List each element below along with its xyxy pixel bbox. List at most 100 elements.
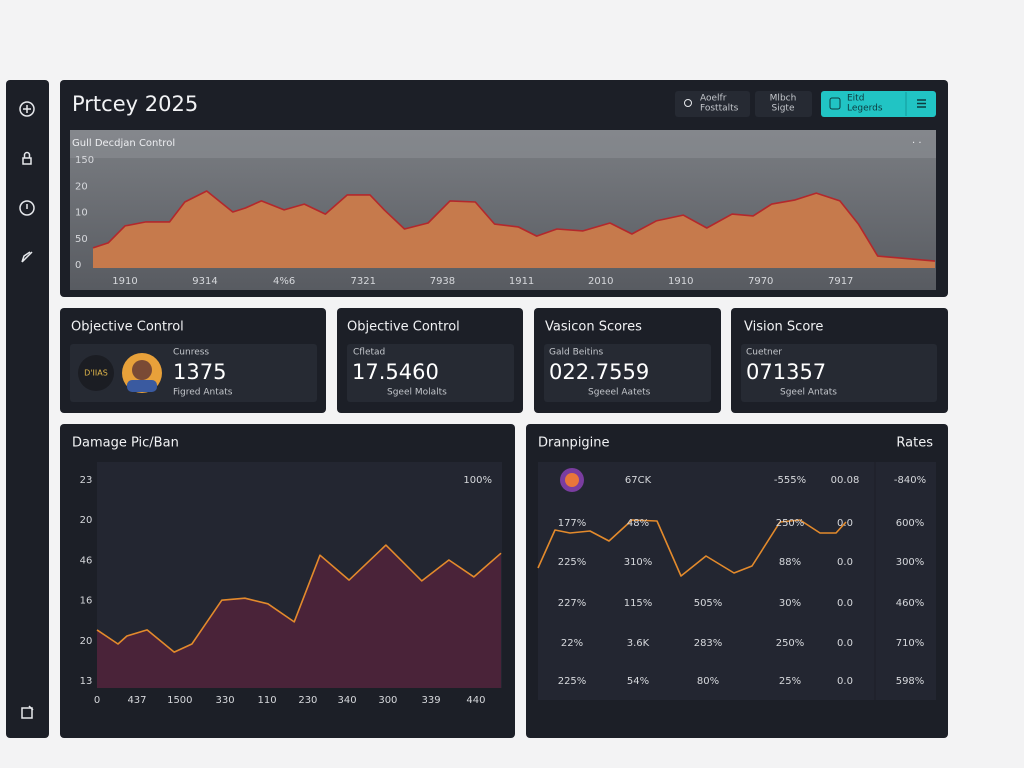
chart-header [70, 130, 936, 158]
x-tick-label: 7321 [351, 276, 376, 287]
x-tick-label: 9314 [192, 276, 217, 287]
button-icon [829, 97, 841, 110]
y-tick-label: 16 [80, 596, 93, 607]
table-title: Dranpigine [538, 436, 610, 451]
card-sublabel: Sgeel Molalts [387, 388, 447, 398]
button-label: Eitd [847, 94, 864, 104]
y-tick-label: 50 [75, 234, 88, 245]
y-tick-label: 20 [75, 181, 88, 192]
y-tick-label: 20 [80, 636, 93, 647]
table-cell: 460% [896, 598, 925, 609]
card-sublabel: Figred Antats [173, 388, 233, 398]
table-cell: 0.0 [837, 598, 853, 609]
y-tick-label: 20 [80, 515, 93, 526]
card-label: Cuetner [746, 348, 782, 358]
x-tick-label: 440 [466, 695, 485, 706]
table-cell: 227% [558, 598, 587, 609]
x-tick-label: 437 [127, 695, 146, 706]
button[interactable] [755, 91, 812, 117]
table-cell: 310% [624, 557, 653, 568]
table-cell: 0.0 [837, 676, 853, 687]
card-label: Cfletad [353, 348, 385, 358]
line [92, 190, 936, 262]
table-cell: 00.08 [831, 475, 860, 486]
y-tick-label: 46 [80, 555, 93, 566]
table-cell: 505% [694, 598, 723, 609]
table-cell: 250% [776, 638, 805, 649]
chart-menu[interactable]: · · [912, 138, 922, 149]
button-icon [684, 99, 692, 107]
card-value: 022.7559 [549, 360, 649, 384]
button-label: Legerds [847, 104, 883, 114]
table-cell: 25% [779, 676, 801, 687]
table-cell: 250% [776, 518, 805, 529]
card-inner [544, 344, 711, 402]
table-cell: 710% [896, 638, 925, 649]
button-label: Aoelfr [700, 94, 727, 104]
x-tick-label: 230 [298, 695, 317, 706]
card-sublabel: Sgeeel Aatets [588, 388, 651, 398]
x-tick-label: 4%6 [273, 276, 295, 287]
button-label: Sigte [772, 104, 795, 114]
button[interactable] [821, 91, 936, 117]
icon-edit[interactable] [21, 251, 33, 263]
button-label: Fosttalts [700, 104, 739, 114]
x-tick-label: 7917 [828, 276, 853, 287]
sidebar [6, 80, 49, 738]
row-icon-inner [565, 473, 579, 487]
card-title: Vasicon Scores [545, 320, 642, 335]
table-cell: 67CK [625, 475, 652, 486]
card-title: Objective Control [71, 320, 184, 335]
table-cell: 88% [779, 557, 801, 568]
area-fill [93, 191, 935, 268]
card-label: Cunress [173, 348, 209, 358]
table-cell: -840% [894, 475, 926, 486]
menu-icon[interactable] [917, 99, 926, 108]
y-tick-label: 23 [80, 475, 93, 486]
table-cell: 80% [697, 676, 719, 687]
chart-title: Damage Pic/Ban [72, 436, 179, 451]
table-cell: -555% [774, 475, 806, 486]
table-cell: 300% [896, 557, 925, 568]
table-area [538, 462, 936, 700]
x-tick-label: 330 [216, 695, 235, 706]
table-cell: 22% [561, 638, 583, 649]
table-cell: 30% [779, 598, 801, 609]
x-tick-label: 340 [338, 695, 357, 706]
card-value: 17.5460 [352, 360, 439, 384]
table-footer: Rates [896, 436, 933, 451]
icon-lock[interactable] [22, 157, 32, 165]
x-tick-label: 1500 [167, 695, 192, 706]
table-cell: 600% [896, 518, 925, 529]
avatar-body [127, 380, 157, 392]
icon-settings[interactable] [21, 707, 33, 719]
badge [78, 355, 114, 391]
icon-clock[interactable] [19, 200, 35, 216]
table-cell: 48% [627, 518, 649, 529]
y-tick-label: 0 [75, 260, 81, 271]
table-cell: 3.6K [627, 638, 650, 649]
button-label: Mlbch [770, 94, 797, 104]
card-sublabel: Sgeel Antats [780, 388, 837, 398]
card-inner [741, 344, 937, 402]
button[interactable] [675, 91, 750, 117]
card-inner [347, 344, 514, 402]
table-cell: 54% [627, 676, 649, 687]
x-tick-label: 339 [422, 695, 441, 706]
x-tick-label: 300 [378, 695, 397, 706]
line [537, 519, 847, 577]
table-cell: 225% [558, 676, 587, 687]
icon-add[interactable] [19, 101, 35, 117]
card-value: 071357 [746, 360, 826, 384]
table-cell: 283% [694, 638, 723, 649]
x-tick-label: 110 [258, 695, 277, 706]
table-cell: 598% [896, 676, 925, 687]
sidebar-icons [19, 101, 35, 719]
card-label: Gald Beitins [549, 348, 604, 358]
chart-title: Gull Decdjan Control [72, 138, 175, 149]
x-tick-label: 0 [94, 695, 100, 706]
line [96, 544, 502, 653]
card-value: 1375 [173, 360, 226, 384]
area-fill [97, 545, 501, 688]
